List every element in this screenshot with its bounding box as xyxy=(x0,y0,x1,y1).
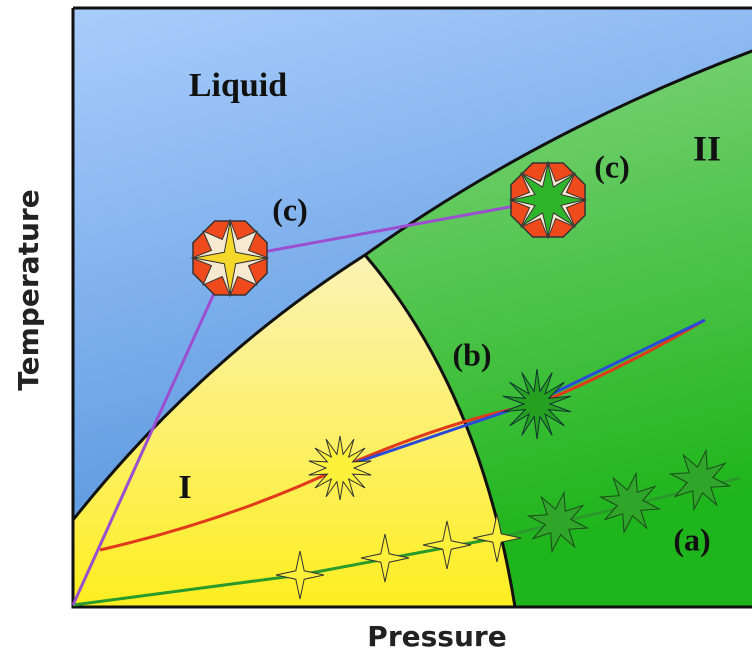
path-a-label: (a) xyxy=(673,521,710,557)
path-c-label: (c) xyxy=(594,148,630,184)
liquid-label: Liquid xyxy=(189,67,287,104)
phase-diagram: Liquid II I (a) (b) (c) (c) Pressure Tem… xyxy=(0,0,752,659)
phase-2-label: II xyxy=(693,128,721,168)
phase-1-label: I xyxy=(178,469,191,506)
path-b-label: (b) xyxy=(452,336,491,372)
core-star xyxy=(512,164,584,236)
y-axis-label: Temperature xyxy=(12,189,45,390)
path-c-label: (c) xyxy=(272,191,308,227)
x-axis-label: Pressure xyxy=(367,620,506,653)
